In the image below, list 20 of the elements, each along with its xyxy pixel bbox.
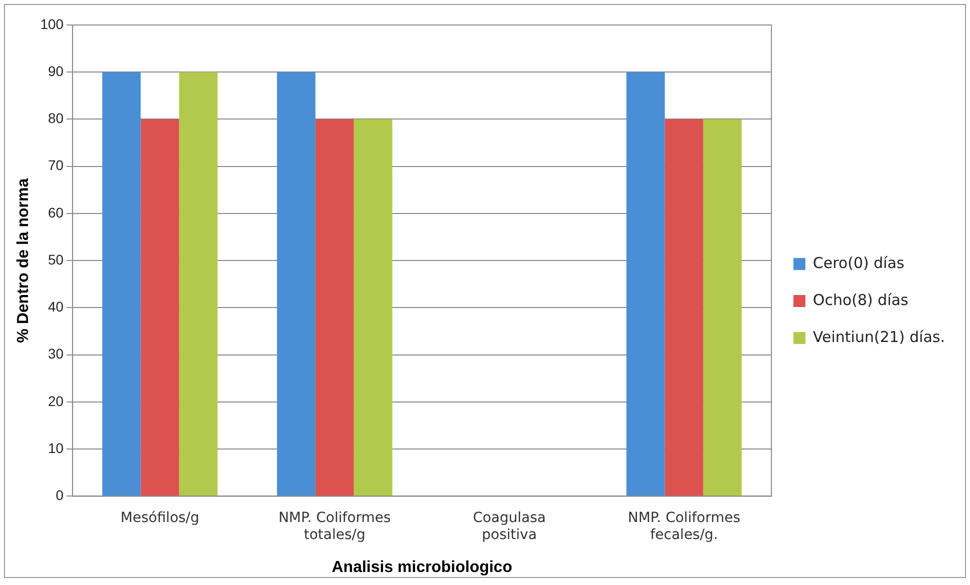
legend-label: Veintiun(21) días. [812,328,946,346]
y-tick-label: 40 [48,298,64,315]
legend-label: Cero(0) días [812,254,905,272]
y-tick-label: 100 [40,16,64,32]
y-tick-label: 90 [48,62,64,79]
y-tick-label: 30 [48,346,64,362]
y-tick-label: 80 [48,110,64,126]
x-tick-label: NMP. Coliformes totales/g [278,510,391,544]
y-tick-label: 50 [48,251,64,268]
x-axis-title: Analisis microbiologico [332,558,512,576]
y-tick-label: 20 [48,392,64,409]
y-tick-label: 10 [48,440,64,456]
y-axis-title: % Dentro de la norma [15,178,32,343]
legend-label: Ocho(8) días [812,290,909,309]
y-tick-label: 70 [48,157,64,174]
x-tick-label: Coagulasa positiva [472,510,546,544]
x-tick-label: Mesófilos/g [120,510,200,526]
x-tick-label: NMP. Coliformes fecales/g. [628,510,740,544]
y-tick-label: 0 [56,487,64,504]
y-tick-label: 60 [48,204,64,220]
